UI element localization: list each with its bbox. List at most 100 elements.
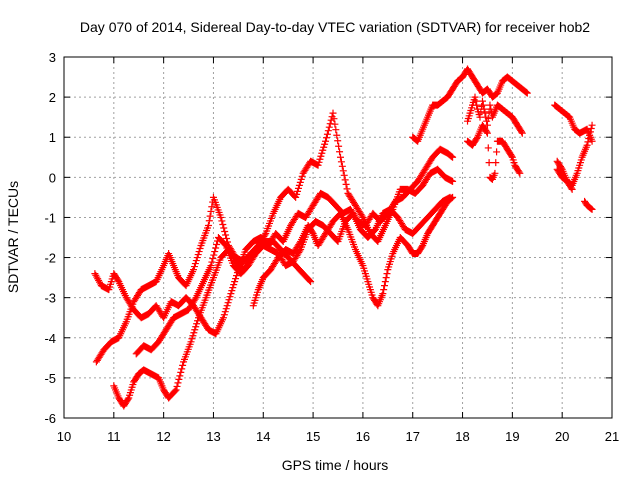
series-track-12 [581, 197, 596, 213]
data-point [584, 138, 592, 146]
data-point [204, 221, 212, 229]
data-point [187, 338, 195, 346]
data-point [308, 228, 316, 236]
data-point [226, 293, 234, 301]
data-point [480, 105, 488, 113]
data-point [261, 231, 269, 239]
data-point [178, 365, 186, 373]
data-point [194, 317, 202, 325]
data-point [220, 224, 228, 232]
data-point [585, 135, 593, 143]
data-point [190, 329, 198, 337]
data-point [331, 120, 339, 128]
data-point [523, 89, 531, 97]
data-point [321, 140, 329, 148]
data-point [230, 281, 238, 289]
data-point [124, 395, 132, 403]
data-point [306, 277, 314, 285]
data-point [567, 184, 575, 192]
y-axis-label: SDTVAR / TECUs [5, 181, 21, 293]
data-point [176, 372, 184, 380]
data-point [296, 239, 304, 247]
data-point [220, 311, 228, 319]
data-point [338, 162, 346, 170]
grid [64, 57, 612, 418]
data-point [212, 244, 220, 252]
data-point [449, 193, 457, 201]
data-marks [91, 65, 596, 410]
series-track-4 [132, 193, 454, 358]
axis-ticks [63, 56, 613, 419]
data-point [380, 286, 388, 294]
data-point [207, 262, 215, 270]
y-tick-label: -2 [44, 251, 56, 266]
x-tick-labels: 10 11 12 13 14 15 16 17 18 19 20 21 [57, 429, 619, 444]
data-point [588, 205, 596, 213]
data-point [191, 260, 199, 268]
data-point [191, 295, 199, 303]
data-point [493, 148, 501, 156]
x-tick-label: 16 [356, 429, 370, 444]
data-point [224, 299, 232, 307]
x-tick-label: 19 [505, 429, 519, 444]
data-point [336, 148, 344, 156]
data-point [472, 97, 480, 105]
data-point [205, 217, 213, 225]
data-point [473, 135, 481, 143]
data-point [381, 278, 389, 286]
y-tick-labels: -6 -5 -4 -3 -2 -1 0 1 2 3 [44, 50, 56, 426]
x-tick-label: 17 [405, 429, 419, 444]
data-point [172, 386, 180, 394]
data-point [586, 204, 594, 212]
data-point [221, 308, 229, 316]
data-point [484, 144, 492, 152]
data-point [334, 137, 342, 145]
data-point [483, 129, 491, 137]
y-tick-label: 3 [49, 50, 56, 65]
data-point [191, 326, 199, 334]
data-point [318, 149, 326, 157]
data-point [447, 152, 455, 160]
data-point [447, 195, 455, 203]
data-point [232, 272, 240, 280]
data-point [210, 251, 218, 259]
data-point [188, 335, 196, 343]
data-point [174, 379, 182, 387]
data-point [173, 382, 181, 390]
data-point [193, 320, 201, 328]
y-tick-label: -1 [44, 210, 56, 225]
data-point [332, 126, 340, 134]
data-point [317, 152, 325, 160]
data-point [324, 127, 332, 135]
series-track-5 [249, 193, 457, 310]
data-point [177, 368, 185, 376]
data-point [179, 361, 187, 369]
data-point [323, 130, 331, 138]
data-point [587, 125, 595, 133]
series-track-6 [409, 65, 531, 145]
data-point [192, 257, 200, 265]
data-point [339, 167, 347, 175]
y-tick-label: -5 [44, 371, 56, 386]
data-point [219, 314, 227, 322]
data-point [297, 175, 305, 183]
y-tick-label: 0 [49, 170, 56, 185]
data-point [515, 168, 523, 176]
data-point [209, 255, 217, 263]
data-point [448, 194, 456, 202]
data-point [298, 172, 306, 180]
data-point [223, 235, 231, 243]
data-point [340, 171, 348, 179]
x-tick-label: 12 [156, 429, 170, 444]
data-point [217, 213, 225, 221]
x-tick-label: 14 [256, 429, 270, 444]
y-tick-label: 1 [49, 130, 56, 145]
data-point [222, 231, 230, 239]
series-track-7 [464, 93, 526, 137]
data-point [449, 153, 457, 161]
x-axis-label: GPS time / hours [282, 457, 389, 473]
data-point [319, 146, 327, 154]
data-point [221, 241, 229, 249]
data-point [189, 332, 197, 340]
data-point [231, 278, 239, 286]
